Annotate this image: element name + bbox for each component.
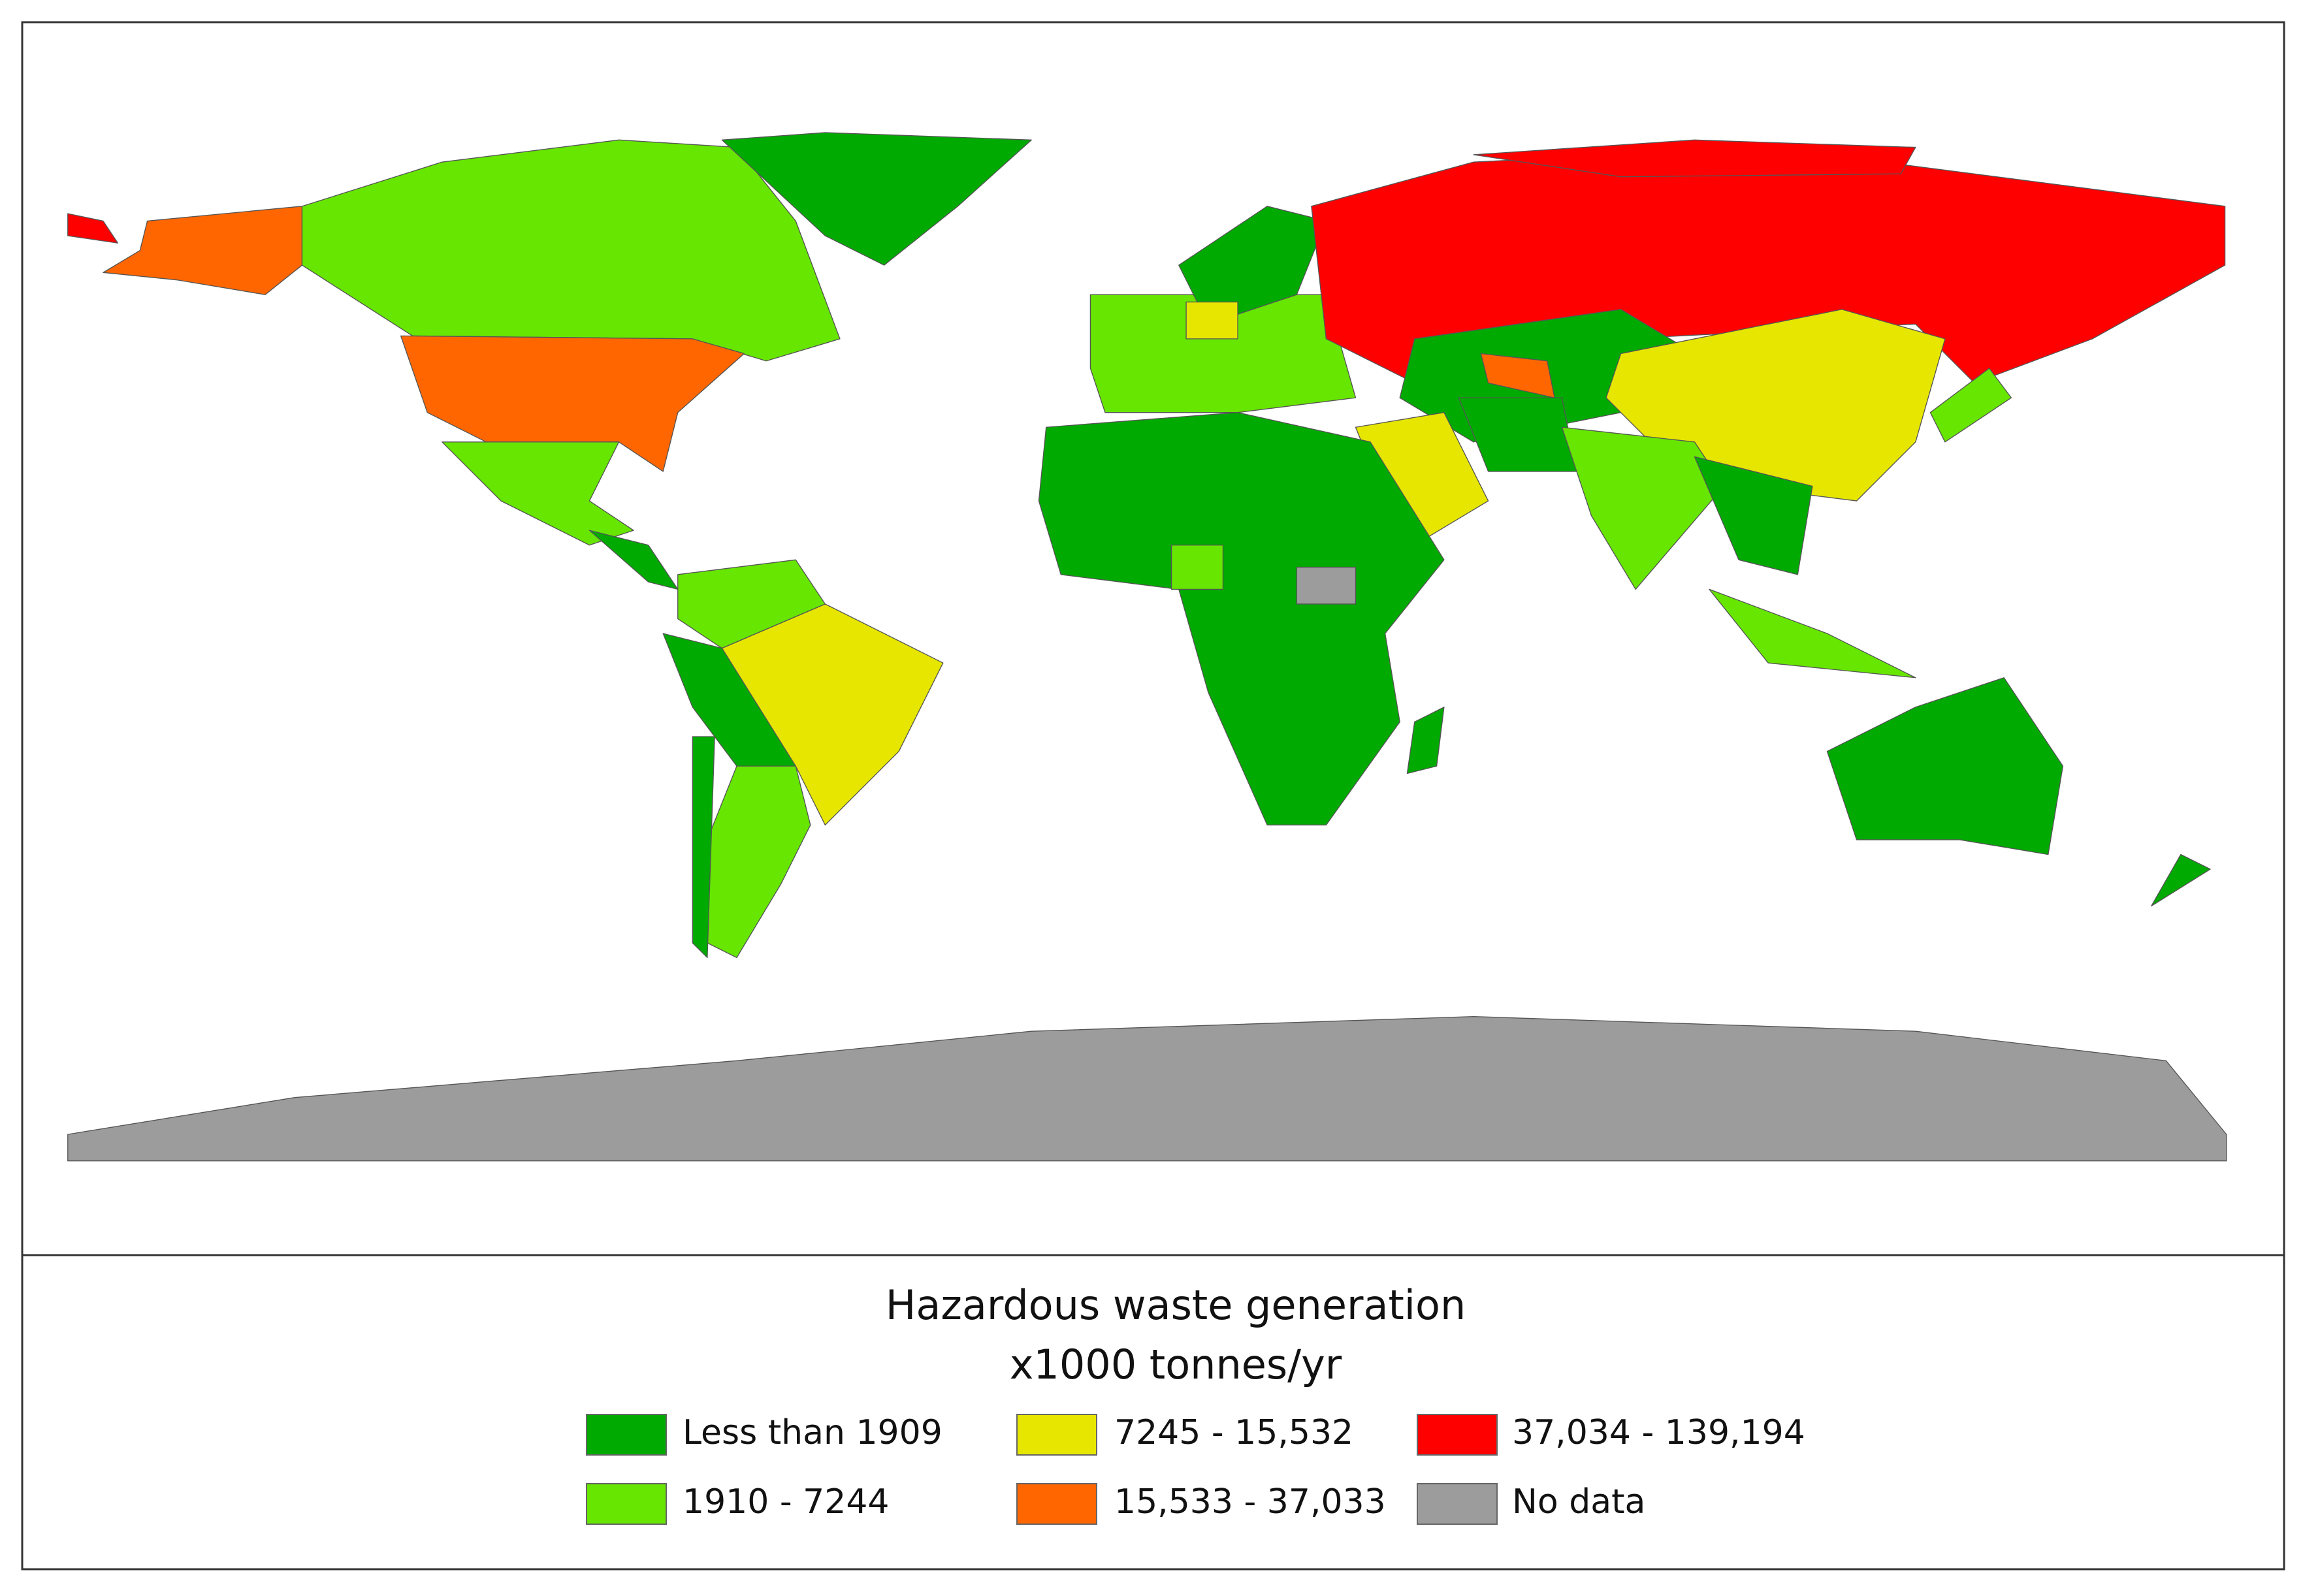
region — [1929, 368, 2012, 443]
legend-swatch — [586, 1483, 667, 1525]
legend-label: 1910 - 7244 — [683, 1482, 890, 1522]
region — [400, 335, 745, 472]
region — [2151, 854, 2211, 907]
legend-swatch — [1016, 1414, 1097, 1456]
legend-subtitle: x1000 tonnes/yr — [1010, 1341, 1342, 1388]
world-map — [67, 132, 2227, 1162]
legend-swatch — [586, 1414, 667, 1456]
region — [1694, 456, 1813, 575]
legend-label: No data — [1512, 1482, 1645, 1522]
region — [1185, 301, 1238, 340]
region — [721, 132, 1032, 266]
legend-swatch — [1016, 1483, 1097, 1525]
region — [1709, 588, 1916, 678]
legend-swatch — [1417, 1414, 1498, 1456]
legend-label: 37,034 - 139,194 — [1512, 1413, 1805, 1452]
region — [1296, 566, 1357, 605]
region — [442, 441, 634, 546]
legend-label: Less than 1909 — [683, 1413, 942, 1452]
legend-title: Hazardous waste generation — [886, 1281, 1466, 1329]
region — [1561, 426, 1725, 590]
legend-label: 15,533 - 37,033 — [1114, 1482, 1386, 1522]
region — [1826, 677, 2064, 855]
region — [692, 736, 715, 959]
region — [1038, 412, 1445, 826]
region — [1170, 545, 1224, 590]
legend: Less than 1909 1910 - 7244 7245 - 15,532 15… — [586, 1413, 1805, 1525]
region — [67, 213, 119, 244]
legend-swatch — [1417, 1483, 1498, 1525]
region — [67, 1015, 2227, 1162]
region — [301, 139, 841, 362]
legend-label: 7245 - 15,532 — [1114, 1413, 1353, 1452]
region — [1473, 139, 1916, 178]
region — [1406, 707, 1445, 774]
